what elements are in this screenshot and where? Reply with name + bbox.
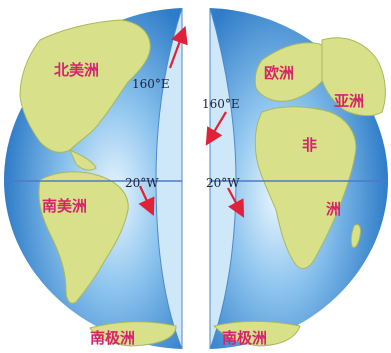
antarctica-left-landmass <box>89 321 177 347</box>
south-america-landmass <box>38 171 129 304</box>
label-antarctica-right: 南极洲 <box>222 329 267 347</box>
arrow-160e-right <box>205 111 227 146</box>
label-europe: 欧洲 <box>264 64 294 82</box>
europe-landmass <box>254 42 330 102</box>
label-africa-bottom: 洲 <box>326 200 341 218</box>
label-20w-left: 20°W <box>125 176 159 190</box>
north-america-landmass <box>19 19 151 153</box>
arrow-20w-left <box>138 185 155 216</box>
central-america-landmass <box>69 148 97 171</box>
asia-landmass <box>321 37 386 117</box>
africa-landmass <box>254 106 357 269</box>
antarctica-right-landmass <box>213 321 301 347</box>
label-south-america: 南美洲 <box>42 197 87 215</box>
madagascar-landmass <box>350 223 361 249</box>
arrow-160e-left <box>168 25 188 69</box>
western-cut-face <box>155 7 183 350</box>
label-north-america: 北美洲 <box>54 61 99 79</box>
label-160e-right: 160°E <box>202 97 240 111</box>
label-20w-right: 20°W <box>206 176 240 190</box>
eastern-hemisphere: 欧洲 亚洲 非 洲 南极洲 160°E 20°W <box>202 7 388 350</box>
eastern-cut-face <box>209 7 237 350</box>
label-africa-top: 非 <box>302 136 317 154</box>
label-160e-left: 160°E <box>132 77 170 91</box>
arrow-20w-right <box>227 187 245 218</box>
label-antarctica-left: 南极洲 <box>90 329 135 347</box>
western-hemisphere: 北美洲 南美洲 南极洲 160°E 20°W <box>4 7 188 350</box>
label-asia: 亚洲 <box>334 92 364 110</box>
